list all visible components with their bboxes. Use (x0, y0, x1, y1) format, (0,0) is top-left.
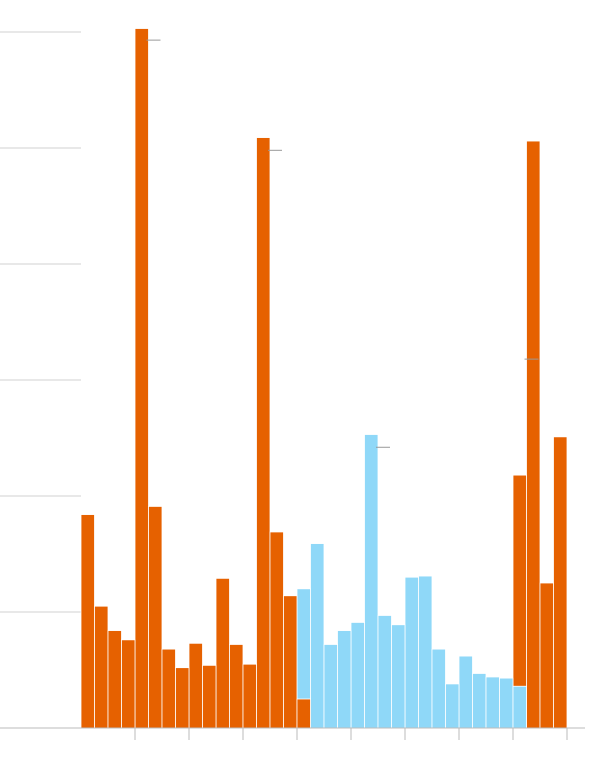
bar (553, 436, 568, 729)
bar (350, 622, 365, 729)
bar (472, 673, 487, 729)
bar (202, 664, 217, 729)
bar (458, 655, 473, 729)
bar (499, 677, 514, 729)
bar (512, 685, 527, 729)
bar (215, 577, 230, 729)
bar (404, 576, 419, 729)
bar (418, 575, 433, 729)
bar (323, 644, 338, 729)
bar (377, 615, 392, 729)
bar (161, 648, 176, 729)
bar (296, 698, 311, 729)
bar (337, 630, 352, 729)
bar (188, 642, 203, 729)
bar (80, 514, 95, 729)
bar (485, 676, 500, 729)
bar (256, 137, 271, 729)
bar (94, 605, 109, 729)
bar (242, 663, 257, 729)
bar (364, 434, 379, 729)
bar (107, 630, 122, 729)
bar (148, 506, 163, 729)
bar (310, 543, 325, 729)
bar (121, 639, 136, 729)
bar (283, 595, 298, 729)
bar (526, 140, 541, 729)
bar (269, 531, 284, 729)
bar (431, 648, 446, 729)
bar (445, 683, 460, 729)
bar (229, 644, 244, 729)
bar (391, 624, 406, 729)
bar (175, 667, 190, 729)
bar (539, 582, 554, 729)
bar (134, 28, 149, 729)
